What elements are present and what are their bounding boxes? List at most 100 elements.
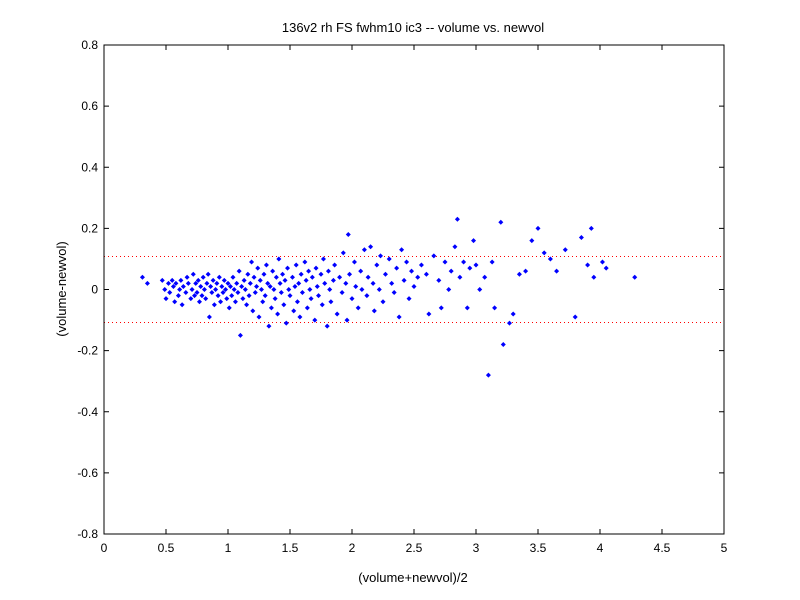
data-point	[632, 274, 638, 280]
y-tick-label: 0	[91, 283, 98, 297]
data-point	[364, 293, 370, 299]
data-point	[482, 274, 488, 280]
data-point	[492, 305, 498, 311]
data-point	[320, 256, 326, 262]
data-point	[280, 271, 286, 277]
data-point	[246, 293, 252, 299]
x-tick-label: 4.5	[654, 541, 671, 555]
data-point	[283, 320, 289, 326]
data-point	[196, 299, 202, 305]
data-point	[426, 311, 432, 317]
x-tick-label: 1.5	[282, 541, 299, 555]
data-point	[415, 274, 421, 280]
data-point	[277, 280, 283, 286]
y-tick-label: -0.2	[77, 344, 98, 358]
data-point	[267, 283, 273, 289]
data-point	[461, 259, 467, 265]
data-point	[406, 296, 412, 302]
data-point	[298, 271, 304, 277]
data-point	[431, 253, 437, 259]
data-point	[394, 265, 400, 271]
data-point	[263, 262, 269, 268]
data-point	[185, 280, 191, 286]
data-points	[139, 216, 638, 378]
data-point	[223, 287, 229, 292]
data-point	[316, 293, 322, 299]
data-point	[270, 268, 276, 274]
data-point	[529, 238, 535, 244]
data-point	[183, 290, 189, 296]
data-point	[332, 262, 338, 268]
data-point	[251, 274, 257, 280]
data-point	[173, 280, 179, 286]
data-point	[195, 277, 201, 283]
data-point	[391, 290, 397, 296]
x-tick-label: 0.5	[158, 541, 175, 555]
data-point	[268, 305, 274, 311]
data-point	[237, 332, 243, 338]
data-point	[436, 277, 442, 283]
data-point	[200, 274, 206, 280]
data-point	[340, 250, 346, 256]
data-point	[254, 283, 260, 289]
data-point	[541, 250, 547, 256]
data-point	[308, 296, 314, 302]
data-point	[211, 302, 217, 308]
data-point	[210, 277, 216, 283]
data-point	[603, 265, 609, 271]
data-point	[516, 271, 522, 277]
data-point	[292, 283, 298, 289]
data-point	[386, 256, 392, 262]
data-point	[467, 265, 473, 271]
data-point	[198, 283, 204, 289]
data-point	[206, 314, 212, 320]
data-point	[370, 280, 376, 286]
data-point	[213, 287, 219, 292]
data-point	[220, 290, 226, 296]
data-point	[309, 274, 315, 280]
data-point	[242, 287, 248, 292]
data-point	[343, 280, 349, 286]
data-point	[328, 299, 334, 305]
data-point	[401, 277, 407, 283]
data-point	[327, 287, 333, 292]
data-point	[241, 277, 247, 283]
data-point	[260, 299, 266, 305]
x-tick-label: 5	[721, 541, 728, 555]
data-point	[265, 280, 271, 286]
data-point	[547, 256, 553, 262]
data-point	[179, 302, 185, 308]
data-point	[312, 317, 318, 323]
data-point	[209, 290, 215, 296]
data-point	[349, 296, 355, 302]
data-point	[578, 235, 584, 241]
data-point	[325, 268, 331, 274]
y-tick-label: 0.4	[81, 160, 98, 174]
data-point	[278, 290, 284, 296]
data-point	[442, 259, 448, 265]
data-point	[457, 274, 463, 280]
x-tick-label: 3	[473, 541, 480, 555]
data-point	[194, 290, 200, 296]
data-point	[192, 293, 198, 299]
data-point	[272, 296, 278, 302]
data-point	[351, 259, 357, 265]
data-point	[163, 296, 169, 302]
data-point	[464, 305, 470, 311]
data-point	[314, 283, 320, 289]
data-point	[304, 305, 310, 311]
data-point	[319, 302, 325, 308]
data-point	[293, 262, 299, 268]
data-point	[236, 268, 242, 274]
data-point	[175, 293, 181, 299]
data-point	[376, 287, 382, 292]
y-axis-label: (volume-newvol)	[54, 241, 69, 336]
data-point	[275, 311, 281, 317]
data-point	[188, 296, 194, 302]
data-point	[588, 225, 594, 231]
data-point	[599, 259, 605, 265]
data-point	[245, 271, 251, 277]
data-point	[554, 268, 560, 274]
data-point	[380, 299, 386, 305]
y-tick-label: -0.4	[77, 405, 98, 419]
